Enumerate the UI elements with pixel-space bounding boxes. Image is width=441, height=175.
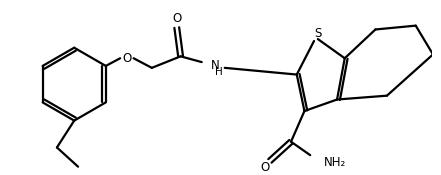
Text: O: O	[261, 161, 270, 174]
Text: N: N	[211, 60, 220, 72]
Text: H: H	[215, 67, 223, 77]
Text: O: O	[122, 52, 131, 65]
Text: NH₂: NH₂	[324, 156, 346, 169]
Text: S: S	[314, 27, 321, 40]
Text: O: O	[172, 12, 181, 25]
